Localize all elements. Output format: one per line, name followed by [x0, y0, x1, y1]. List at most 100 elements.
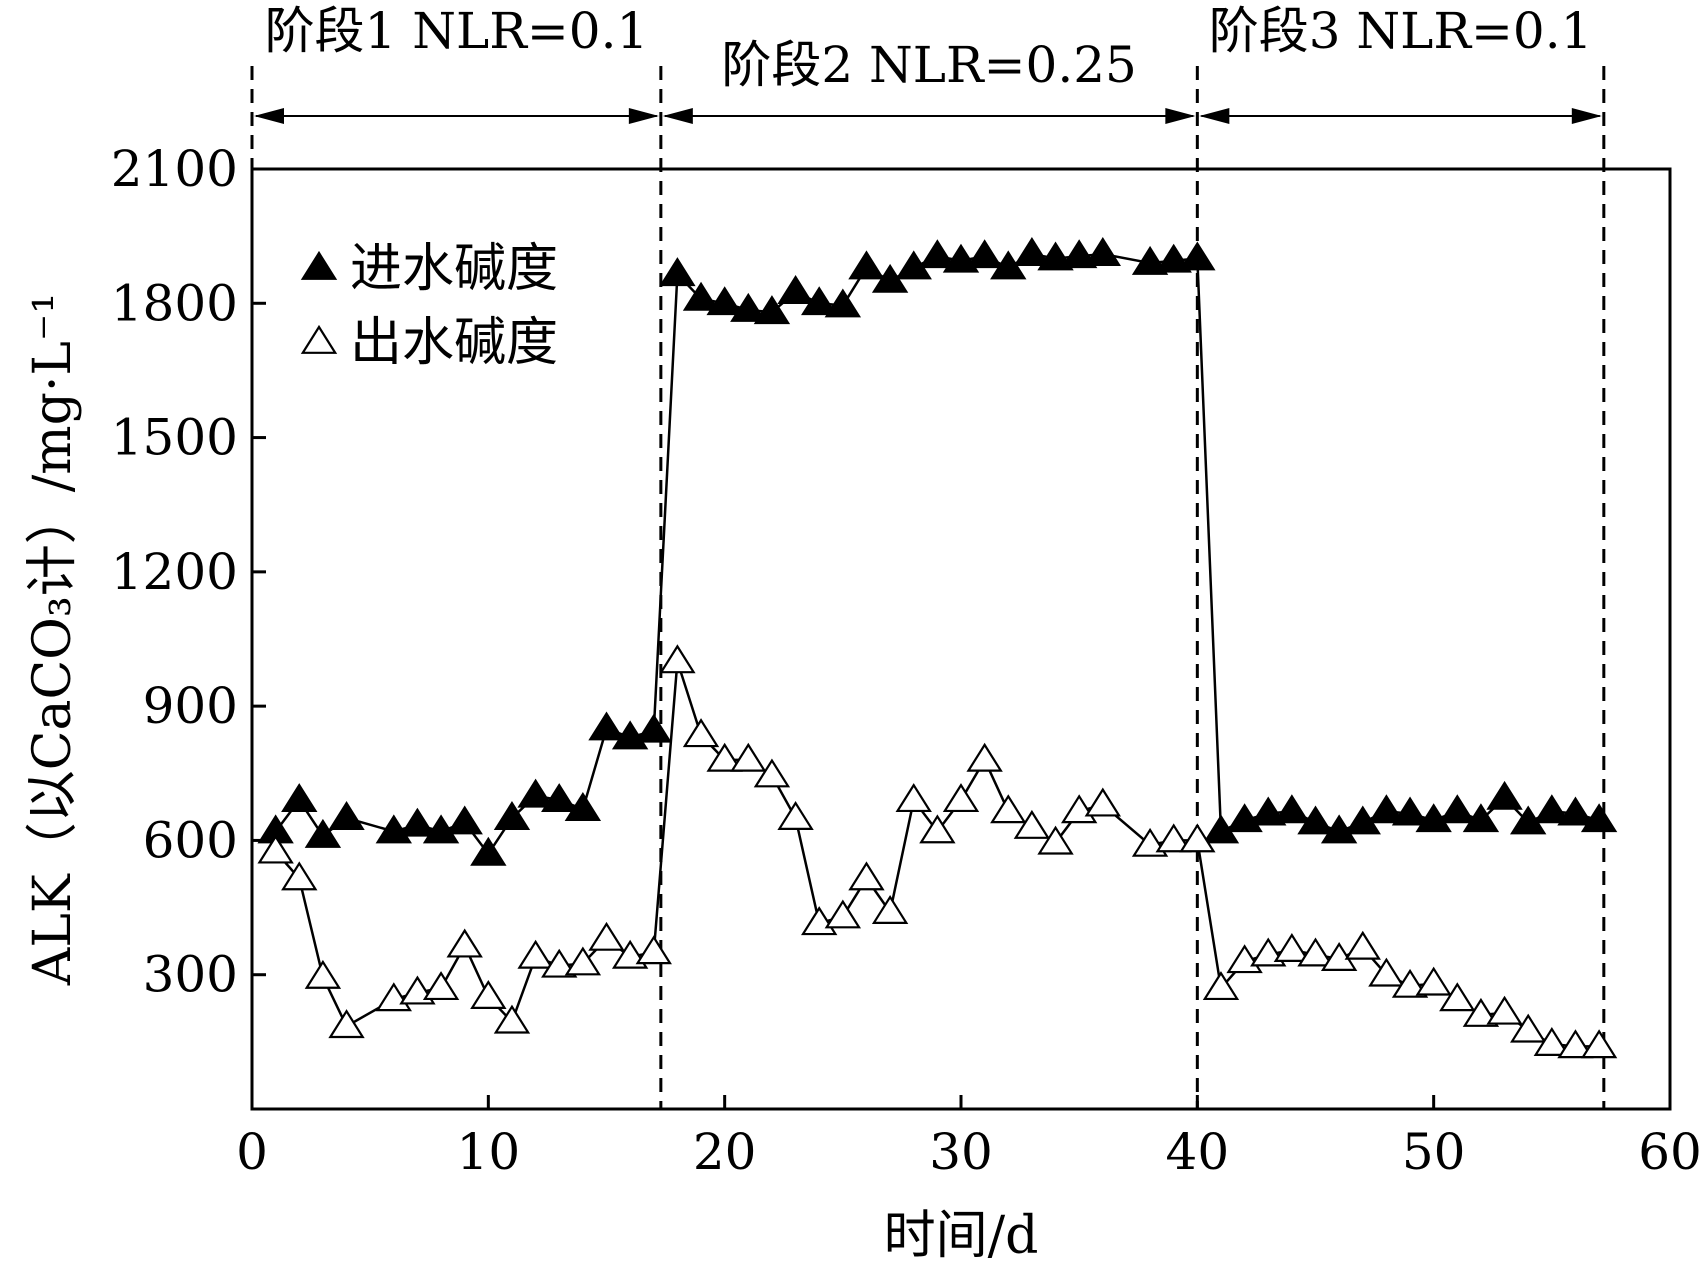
- influent-point: [1391, 796, 1429, 826]
- effluent-point: [1368, 957, 1405, 987]
- effluent-point: [848, 861, 885, 891]
- y-tick-label: 600: [143, 811, 238, 869]
- influent-point: [1580, 803, 1618, 833]
- effluent-point: [588, 921, 625, 951]
- effluent-point: [1391, 968, 1429, 998]
- effluent-point: [422, 971, 460, 1001]
- influent-point: [281, 783, 318, 813]
- effluent-point: [1415, 966, 1452, 996]
- phase-arrowhead-right: [1165, 108, 1196, 124]
- effluent-point: [919, 814, 956, 844]
- y-tick-label: 2100: [111, 140, 238, 198]
- influent-point: [1462, 803, 1500, 833]
- influent-point: [1131, 245, 1169, 275]
- influent-point: [1439, 794, 1476, 824]
- phase-label: 阶段2 NLR=0.25: [721, 36, 1137, 94]
- influent-point: [659, 257, 696, 287]
- influent-point: [753, 295, 791, 325]
- phase-arrowhead-left: [662, 108, 693, 124]
- effluent-point: [706, 742, 743, 772]
- influent-point: [1368, 794, 1405, 824]
- y-tick-label: 300: [143, 946, 238, 1004]
- influent-point: [588, 711, 625, 741]
- influent-point: [446, 805, 483, 835]
- effluent-point: [824, 899, 862, 929]
- legend-label: 进水碱度: [350, 239, 558, 299]
- influent-point: [1297, 805, 1334, 835]
- influent-point: [493, 800, 531, 830]
- legend-marker-influent: [300, 250, 338, 280]
- effluent-point: [1510, 1013, 1547, 1043]
- effluent-point: [1037, 825, 1074, 855]
- influent-point: [1179, 241, 1216, 271]
- influent-point: [304, 818, 342, 848]
- influent-point: [1013, 236, 1051, 266]
- influent-point: [682, 281, 720, 311]
- phase-annotations: 阶段1 NLR=0.1 阶段2 NLR=0.25 阶段3 NLR=0.1: [250, 2, 1606, 1109]
- effluent-point: [1580, 1029, 1618, 1059]
- effluent-point: [1462, 997, 1500, 1027]
- effluent-point: [1533, 1027, 1571, 1056]
- x-axis-label: 时间/d: [884, 1206, 1039, 1266]
- influent-point: [730, 292, 767, 322]
- influent-point: [966, 239, 1003, 269]
- influent-point: [1486, 780, 1523, 810]
- influent-point: [1060, 239, 1098, 269]
- phase-arrowhead-right: [1571, 108, 1602, 124]
- influent-point: [1250, 796, 1287, 826]
- effluent-point: [659, 644, 696, 674]
- effluent-point: [1084, 787, 1121, 817]
- influent-point: [1415, 803, 1452, 833]
- phase-arrowhead-left: [1199, 108, 1230, 124]
- phase-arrowhead-right: [628, 108, 659, 124]
- influent-point: [541, 783, 578, 813]
- influent-point: [422, 814, 460, 844]
- influent-point: [848, 250, 885, 280]
- legend-label: 出水碱度: [350, 313, 558, 373]
- influent-point: [1533, 794, 1571, 824]
- effluent-point: [328, 1009, 365, 1039]
- effluent-point: [895, 783, 932, 813]
- effluent-point: [682, 718, 720, 748]
- influent-point: [1084, 236, 1121, 266]
- effluent-point: [777, 800, 814, 830]
- effluent-point: [1557, 1029, 1594, 1059]
- effluent-point: [753, 758, 791, 788]
- influent-point: [1155, 243, 1192, 273]
- effluent-point: [517, 939, 554, 969]
- effluent-point: [1273, 933, 1311, 962]
- influent-point: [517, 778, 554, 808]
- x-tick-label: 30: [929, 1123, 993, 1181]
- x-tick-label: 10: [457, 1123, 521, 1181]
- influent-point: [1557, 796, 1594, 826]
- effluent-point: [1202, 971, 1240, 1001]
- x-tick-label: 0: [236, 1123, 268, 1181]
- effluent-point: [1486, 995, 1523, 1025]
- effluent-point: [281, 861, 318, 891]
- influent-point: [801, 286, 838, 316]
- effluent-point: [871, 894, 909, 924]
- effluent-point: [1155, 823, 1192, 853]
- effluent-point: [990, 794, 1027, 824]
- x-tick-label: 20: [693, 1123, 757, 1181]
- phase-arrowhead-left: [254, 108, 284, 124]
- influent-point: [706, 286, 743, 316]
- data-series: [257, 236, 1618, 1059]
- influent-point: [777, 275, 814, 304]
- effluent-point: [564, 946, 602, 976]
- influent-point: [1037, 241, 1074, 271]
- effluent-point: [1297, 937, 1334, 967]
- effluent-point: [966, 742, 1003, 772]
- y-tick-label: 1500: [111, 409, 238, 467]
- influent-point: [470, 836, 507, 866]
- effluent-point: [493, 1004, 531, 1034]
- influent-point: [328, 800, 365, 830]
- x-tick-label: 40: [1166, 1123, 1230, 1181]
- effluent-point: [470, 980, 507, 1009]
- phase-label: 阶段1 NLR=0.1: [265, 2, 649, 60]
- effluent-point: [1439, 982, 1476, 1012]
- effluent-point: [730, 742, 767, 772]
- x-tick-label: 60: [1638, 1123, 1702, 1181]
